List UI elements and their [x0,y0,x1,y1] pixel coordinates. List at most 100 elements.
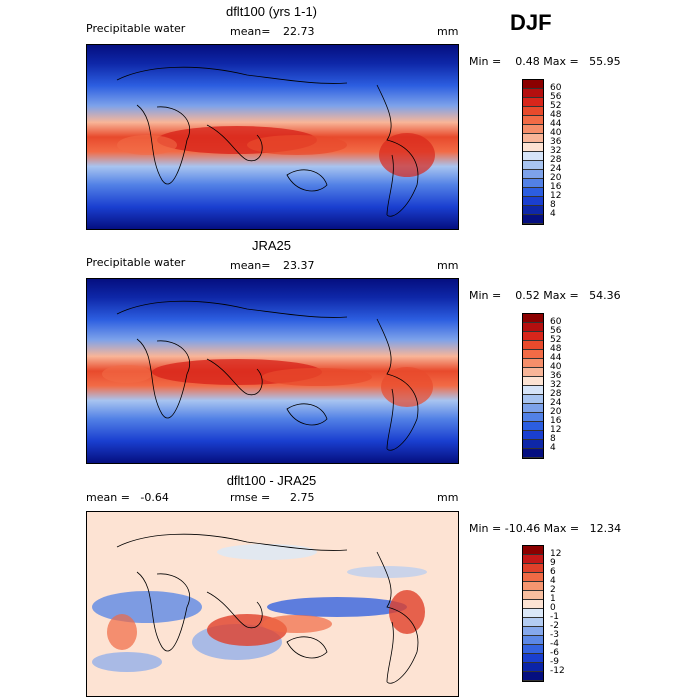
colorbar-tick-label: 12 [550,425,562,435]
panel1-variable-label: Precipitable water [86,22,186,35]
colorbar-tick-label: 56 [550,92,562,102]
colorbar-swatch [523,395,543,404]
panel1-mean-label: mean= [230,25,271,38]
colorbar-swatch [523,350,543,359]
panel3-map-field [87,512,458,696]
colorbar-swatch [523,161,543,170]
colorbar-tick-label: 24 [550,398,562,408]
colorbar-tick-label: 20 [550,173,562,183]
panel3-rmse-value: 2.75 [290,491,315,504]
colorbar-swatch [523,582,543,591]
colorbar-swatch [523,188,543,197]
panel3-coastlines [116,533,419,684]
colorbar-swatch [523,600,543,609]
colorbar-swatch [523,591,543,600]
panel2-mean-value: 23.37 [283,259,315,272]
colorbar-swatch [523,323,543,332]
panel1-colorbar [522,79,544,225]
colorbar-swatch [523,573,543,582]
colorbar-tick-label: 52 [550,101,562,111]
colorbar-swatch [523,627,543,636]
colorbar-swatch [523,80,543,89]
colorbar-swatch [523,206,543,215]
panel3-colorbar [522,545,544,682]
colorbar-swatch [523,618,543,627]
panel2-map-field [87,279,458,463]
colorbar-tick-label: 32 [550,146,562,156]
colorbar-swatch [523,404,543,413]
colorbar-swatch [523,645,543,654]
colorbar-tick-label: 32 [550,380,562,390]
colorbar-swatch [523,386,543,395]
colorbar-swatch [523,609,543,618]
colorbar-swatch [523,134,543,143]
panel2-map [86,278,459,464]
colorbar-swatch [523,107,543,116]
colorbar-swatch [523,215,543,224]
season-label: DJF [510,10,552,35]
colorbar-swatch [523,440,543,449]
colorbar-tick-label: 40 [550,128,562,138]
colorbar-swatch [523,636,543,645]
panel1-map [86,44,459,230]
colorbar-swatch [523,377,543,386]
colorbar-swatch [523,368,543,377]
colorbar-swatch [523,413,543,422]
colorbar-swatch [523,564,543,573]
colorbar-tick-label: -12 [550,666,565,676]
colorbar-tick-label: 52 [550,335,562,345]
colorbar-swatch [523,672,543,681]
colorbar-tick-label: -9 [550,657,559,667]
panel2-coastlines [116,300,419,451]
colorbar-tick-label: 4 [550,443,556,453]
colorbar-tick-label: 48 [550,110,562,120]
colorbar-swatch [523,89,543,98]
colorbar-tick-label: 28 [550,389,562,399]
colorbar-tick-label: 4 [550,209,556,219]
colorbar-tick-label: 60 [550,83,562,93]
colorbar-tick-label: 56 [550,326,562,336]
colorbar-tick-label: -4 [550,639,559,649]
colorbar-swatch [523,179,543,188]
colorbar-swatch [523,359,543,368]
panel3-mean-label: mean = -0.64 [86,491,169,504]
colorbar-swatch [523,431,543,440]
panel2-mean-label: mean= [230,259,271,272]
panel1-units: mm [437,25,459,38]
colorbar-tick-label: 16 [550,182,562,192]
colorbar-swatch [523,125,543,134]
colorbar-tick-label: 2 [550,585,556,595]
colorbar-tick-label: -6 [550,648,559,658]
colorbar-swatch [523,98,543,107]
panel2-colorbar [522,313,544,459]
colorbar-swatch [523,546,543,555]
panel3-map [86,511,459,697]
colorbar-swatch [523,449,543,458]
colorbar-swatch [523,654,543,663]
colorbar-tick-label: 8 [550,434,556,444]
colorbar-swatch [523,116,543,125]
colorbar-tick-label: 40 [550,362,562,372]
panel3-units: mm [437,491,459,504]
colorbar-tick-label: 4 [550,576,556,586]
colorbar-tick-label: 12 [550,549,562,559]
panel2-minmax: Min = 0.52 Max = 54.36 [469,289,621,302]
panel1-mean-value: 22.73 [283,25,315,38]
colorbar-swatch [523,422,543,431]
colorbar-tick-label: 44 [550,119,562,129]
colorbar-tick-label: 36 [550,137,562,147]
colorbar-tick-label: 16 [550,416,562,426]
colorbar-swatch [523,170,543,179]
panel3-title: dflt100 - JRA25 [226,473,317,488]
panel2-title: JRA25 [251,238,292,253]
colorbar-swatch [523,663,543,672]
colorbar-tick-label: 36 [550,371,562,381]
colorbar-swatch [523,341,543,350]
panel3-minmax: Min = -10.46 Max = 12.34 [469,522,622,535]
colorbar-tick-label: -2 [550,621,559,631]
colorbar-tick-label: 24 [550,164,562,174]
colorbar-swatch [523,314,543,323]
colorbar-tick-label: 20 [550,407,562,417]
colorbar-tick-label: 6 [550,567,556,577]
colorbar-tick-label: 8 [550,200,556,210]
